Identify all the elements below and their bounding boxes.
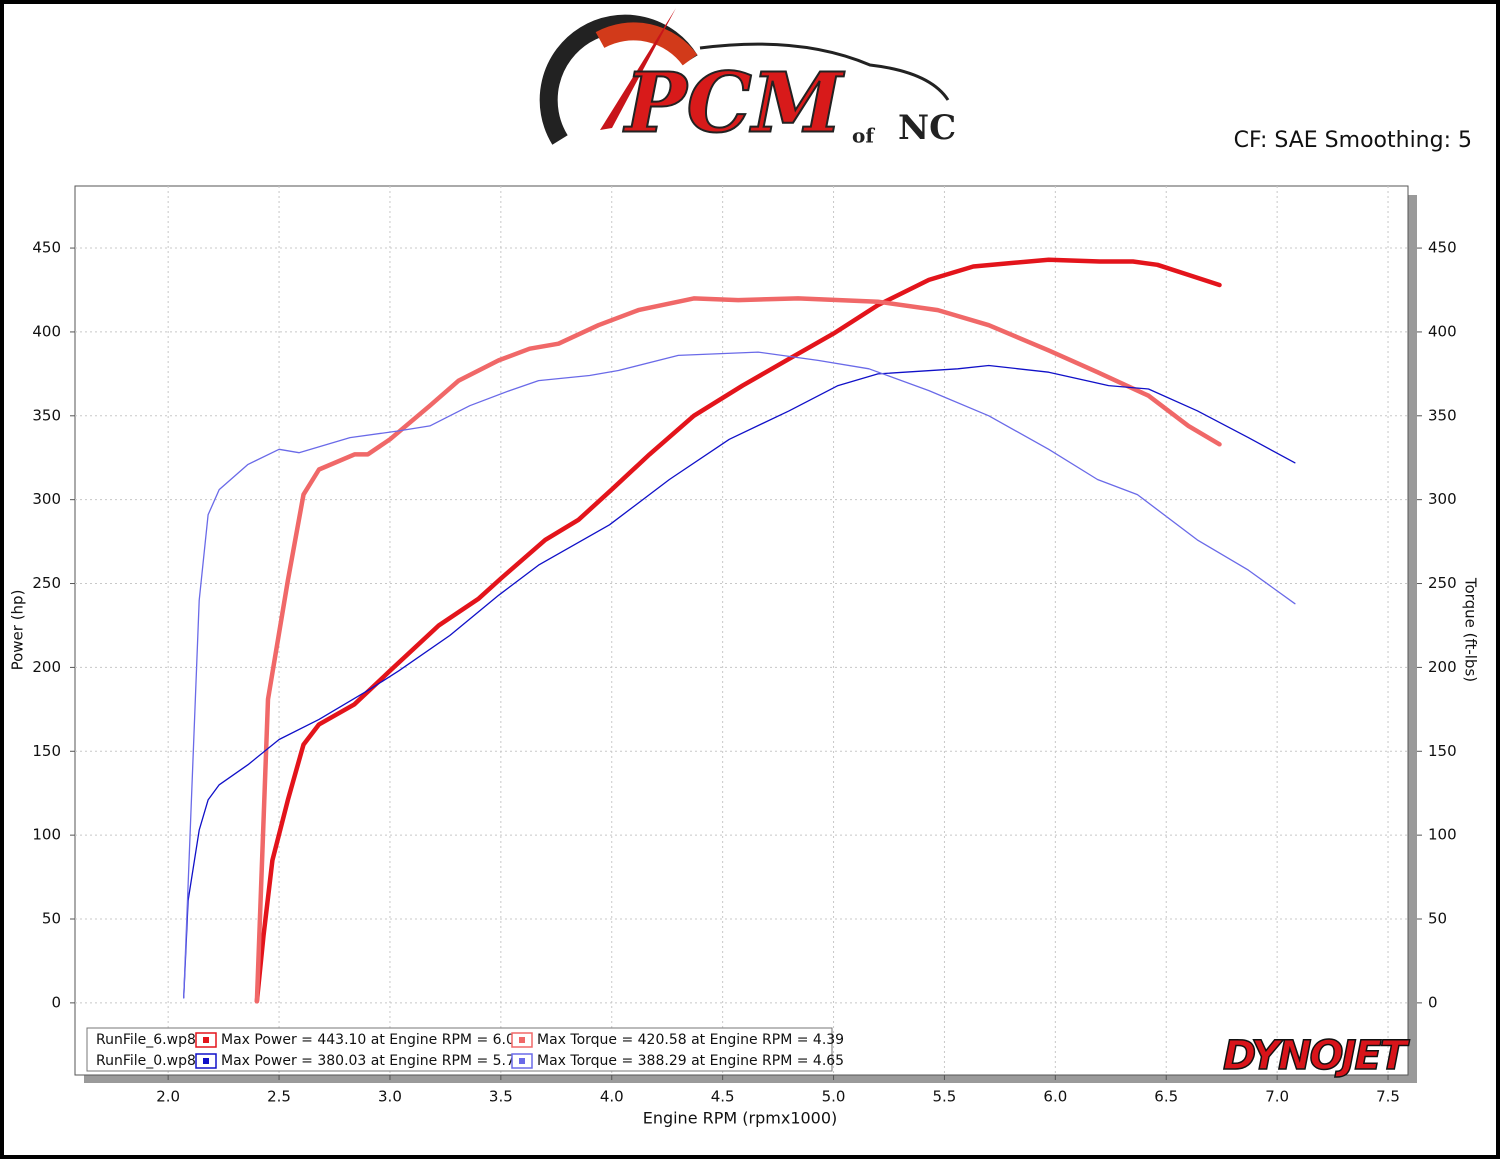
plot-area (74, 185, 1409, 1076)
legend-swatch-fill (203, 1058, 209, 1064)
y-tick-label: 150 (32, 742, 61, 760)
y-tick-label: 400 (32, 322, 61, 340)
x-tick-label: 3.0 (378, 1088, 402, 1106)
subtitle: CF: SAE Smoothing: 5 (1234, 128, 1472, 153)
y-tick-label: 100 (32, 826, 61, 844)
series-line (254, 257, 1222, 1004)
series-line (254, 296, 1222, 1004)
x-tick-label: 5.0 (822, 1088, 846, 1106)
legend-label: Max Power = 443.10 at Engine RPM = 6.04 (221, 1032, 524, 1048)
series-line (183, 351, 1296, 999)
y-tick-label: 0 (51, 993, 61, 1011)
logo-needle (600, 8, 676, 130)
y2-tick-label: 450 (1428, 239, 1457, 257)
y2-tick-label: 400 (1428, 322, 1457, 340)
y-tick-label: 450 (32, 239, 61, 257)
x-tick-label: 7.0 (1265, 1088, 1289, 1106)
y-axis-label: Power (hp) (9, 590, 27, 671)
logo: PCM of NC (539, 8, 956, 152)
logo-small: of (852, 124, 875, 148)
x-tick-label: 2.5 (267, 1088, 291, 1106)
y-tick-label: 250 (32, 574, 61, 592)
lines (183, 257, 1296, 1004)
x-tick-label: 7.5 (1376, 1088, 1400, 1106)
plot-shadow (84, 1075, 1417, 1083)
logo-suffix: NC (898, 108, 956, 148)
y2-tick-label: 300 (1428, 490, 1457, 508)
x-tick-label: 4.5 (711, 1088, 735, 1106)
logo-gauge-accent (595, 22, 698, 66)
y2-axis-label: Torque (ft-lbs) (1462, 577, 1480, 682)
y-tick-label: 350 (32, 406, 61, 424)
legend-label: Max Torque = 420.58 at Engine RPM = 4.39 (537, 1032, 844, 1048)
y-tick-label: 200 (32, 658, 61, 676)
legend-swatch-fill (519, 1037, 525, 1043)
y-tick-label: 300 (32, 490, 61, 508)
series-line (183, 364, 1296, 999)
y2-tick-label: 0 (1428, 993, 1438, 1011)
x-tick-label: 6.0 (1043, 1088, 1067, 1106)
x-tick-label: 3.5 (489, 1088, 513, 1106)
y-tick-label: 50 (42, 910, 61, 928)
legend-swatch-fill (519, 1058, 525, 1064)
x-tick-label: 4.0 (600, 1088, 624, 1106)
legend-swatch-fill (203, 1037, 209, 1043)
legend-label: Max Power = 380.03 at Engine RPM = 5.70 (221, 1053, 524, 1069)
y2-tick-label: 100 (1428, 826, 1457, 844)
brand: DYNOJET (1223, 1033, 1410, 1079)
x-tick-label: 6.5 (1154, 1088, 1178, 1106)
y2-tick-label: 150 (1428, 742, 1457, 760)
y2-tick-label: 200 (1428, 658, 1457, 676)
x-tick-label: 5.5 (933, 1088, 957, 1106)
logo-main: PCM (623, 55, 845, 151)
legend-items: RunFile_6.wp8 Max Power = 443.10 at Engin… (96, 1032, 844, 1069)
legend-run: RunFile_6.wp8 (96, 1032, 196, 1048)
y2-tick-label: 350 (1428, 406, 1457, 424)
x-axis-label: Engine RPM (rpmx1000) (643, 1109, 838, 1128)
legend-label: Max Torque = 388.29 at Engine RPM = 4.65 (537, 1053, 844, 1069)
y2-tick-label: 50 (1428, 910, 1447, 928)
plot-shadow (1408, 195, 1417, 1083)
logo-car (699, 42, 950, 101)
y2-tick-label: 250 (1428, 574, 1457, 592)
legend-run: RunFile_0.wp8 (96, 1053, 196, 1069)
x-tick-label: 2.0 (156, 1088, 180, 1106)
grid (70, 186, 1422, 1080)
